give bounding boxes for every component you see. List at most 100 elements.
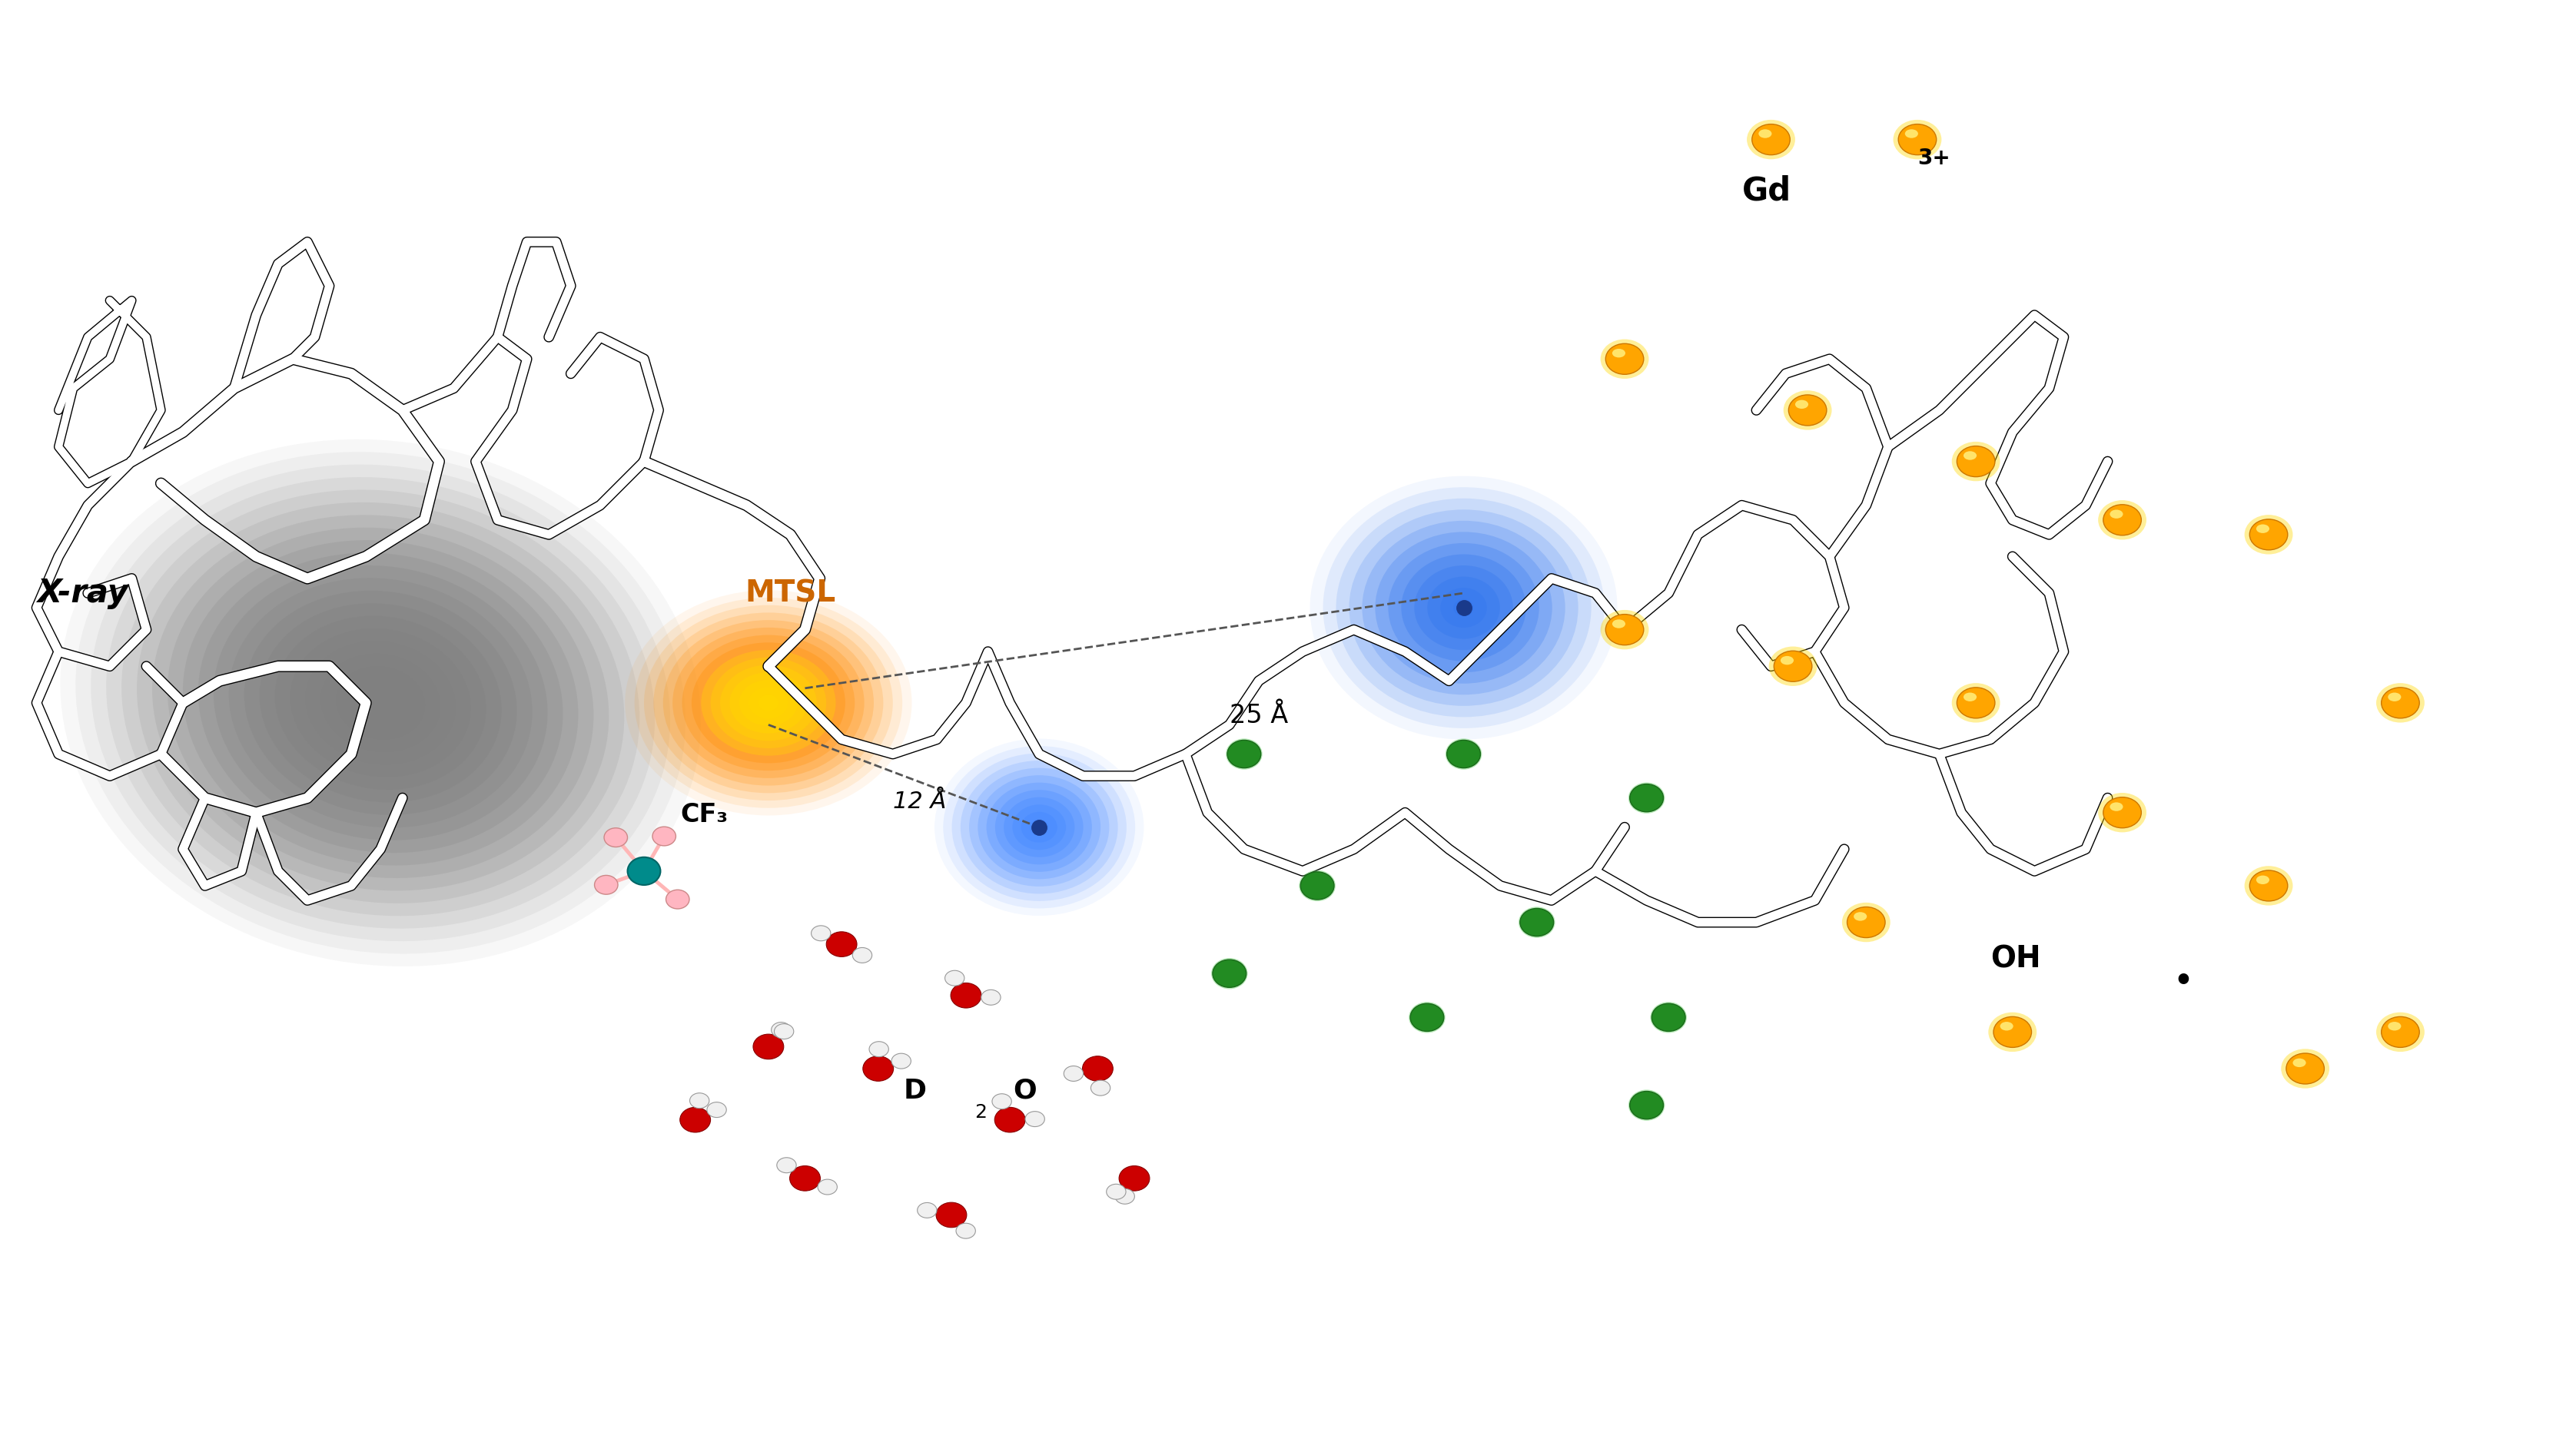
Ellipse shape <box>1780 656 1793 664</box>
Ellipse shape <box>1409 1002 1445 1032</box>
Ellipse shape <box>1401 554 1525 662</box>
Ellipse shape <box>739 680 799 726</box>
Ellipse shape <box>1427 577 1499 639</box>
Ellipse shape <box>935 1203 966 1227</box>
Ellipse shape <box>1842 902 1891 942</box>
Ellipse shape <box>2380 1017 2419 1047</box>
Ellipse shape <box>2282 1048 2329 1088</box>
Ellipse shape <box>2287 1054 2324 1084</box>
Ellipse shape <box>1337 498 1592 717</box>
Ellipse shape <box>634 597 902 808</box>
Ellipse shape <box>654 613 884 793</box>
Ellipse shape <box>1350 510 1579 706</box>
Ellipse shape <box>1607 616 1643 644</box>
Ellipse shape <box>1600 339 1649 378</box>
Ellipse shape <box>1520 908 1553 937</box>
Ellipse shape <box>229 579 533 828</box>
Ellipse shape <box>935 739 1144 915</box>
Ellipse shape <box>969 768 1110 886</box>
Ellipse shape <box>2257 524 2269 533</box>
Ellipse shape <box>1226 740 1260 768</box>
Ellipse shape <box>1963 451 1976 460</box>
Ellipse shape <box>2244 866 2293 905</box>
Ellipse shape <box>183 540 577 865</box>
Ellipse shape <box>1638 1098 1654 1111</box>
Ellipse shape <box>1783 391 1832 430</box>
Ellipse shape <box>1958 445 1994 477</box>
Ellipse shape <box>90 464 670 941</box>
Text: X-ray: X-ray <box>36 577 129 609</box>
Ellipse shape <box>961 760 1118 894</box>
Text: 25 Å: 25 Å <box>1229 703 1288 729</box>
Ellipse shape <box>667 889 690 909</box>
Ellipse shape <box>1963 693 1976 702</box>
Text: MTSL: MTSL <box>744 579 835 607</box>
Ellipse shape <box>690 643 845 763</box>
Ellipse shape <box>167 527 592 878</box>
Ellipse shape <box>2391 1024 2411 1040</box>
Ellipse shape <box>1615 621 1633 637</box>
Ellipse shape <box>1754 125 1788 155</box>
Ellipse shape <box>1020 812 1056 842</box>
Ellipse shape <box>1414 1007 1440 1028</box>
Text: CF₃: CF₃ <box>680 802 729 828</box>
Ellipse shape <box>1965 695 1986 710</box>
Ellipse shape <box>322 653 440 752</box>
Ellipse shape <box>1236 748 1252 760</box>
Ellipse shape <box>1605 344 1643 374</box>
Ellipse shape <box>2388 1022 2401 1031</box>
Ellipse shape <box>1607 345 1643 374</box>
Ellipse shape <box>106 477 654 928</box>
Ellipse shape <box>1633 786 1659 809</box>
Ellipse shape <box>1414 566 1512 650</box>
Ellipse shape <box>2295 1061 2316 1077</box>
Ellipse shape <box>350 679 410 727</box>
Ellipse shape <box>770 1022 791 1038</box>
Ellipse shape <box>2105 798 2141 828</box>
Ellipse shape <box>1419 1011 1435 1024</box>
Ellipse shape <box>2112 513 2133 528</box>
Ellipse shape <box>1448 740 1481 768</box>
Ellipse shape <box>2251 871 2287 901</box>
Ellipse shape <box>1005 798 1074 858</box>
Ellipse shape <box>1770 646 1816 686</box>
Ellipse shape <box>2383 689 2419 717</box>
Ellipse shape <box>1605 614 1643 644</box>
Ellipse shape <box>951 982 981 1008</box>
Ellipse shape <box>1216 962 1242 985</box>
Text: •: • <box>2174 967 2192 995</box>
Ellipse shape <box>956 1223 976 1239</box>
Ellipse shape <box>1656 1007 1682 1028</box>
Ellipse shape <box>994 1107 1025 1133</box>
Ellipse shape <box>662 620 873 786</box>
Ellipse shape <box>198 553 564 853</box>
Ellipse shape <box>2244 516 2293 554</box>
Ellipse shape <box>1783 659 1803 674</box>
Ellipse shape <box>1958 689 1994 717</box>
Ellipse shape <box>1115 1189 1133 1204</box>
Ellipse shape <box>2249 871 2287 901</box>
Ellipse shape <box>817 1180 837 1194</box>
Ellipse shape <box>1211 958 1247 990</box>
Ellipse shape <box>1775 652 1811 680</box>
Ellipse shape <box>2287 1054 2324 1083</box>
Text: 12 Å: 12 Å <box>894 790 945 813</box>
Ellipse shape <box>1762 132 1780 147</box>
Ellipse shape <box>1958 447 1994 475</box>
Ellipse shape <box>214 566 549 841</box>
Ellipse shape <box>2259 878 2277 894</box>
Ellipse shape <box>2097 793 2146 832</box>
Ellipse shape <box>1855 912 1868 921</box>
Ellipse shape <box>750 687 788 719</box>
Ellipse shape <box>1847 906 1886 938</box>
Ellipse shape <box>680 1107 711 1133</box>
Ellipse shape <box>276 616 487 790</box>
Ellipse shape <box>595 875 618 895</box>
Ellipse shape <box>1213 959 1247 988</box>
Ellipse shape <box>853 948 873 962</box>
Ellipse shape <box>1440 587 1486 627</box>
Ellipse shape <box>121 490 639 916</box>
Ellipse shape <box>1965 454 1986 470</box>
Ellipse shape <box>863 1057 894 1081</box>
Ellipse shape <box>629 858 659 885</box>
